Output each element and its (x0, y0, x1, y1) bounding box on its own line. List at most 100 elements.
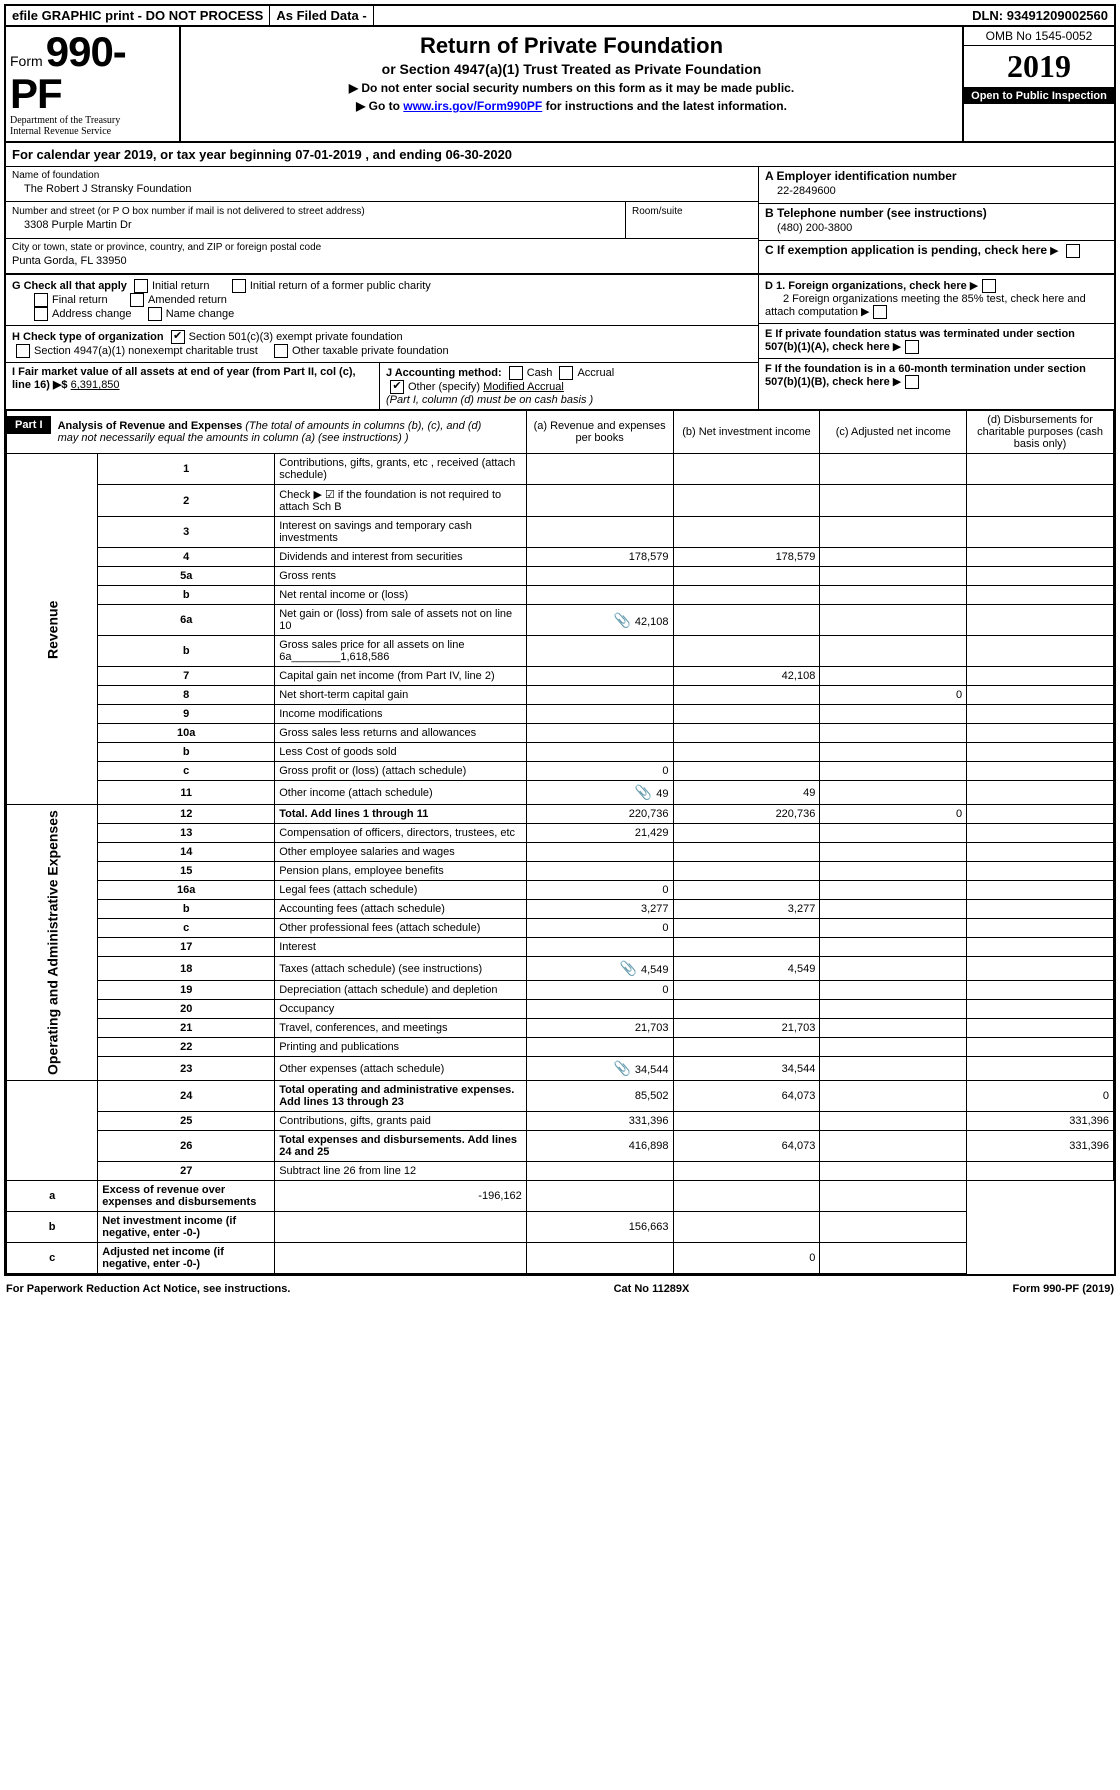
row-number: 7 (98, 667, 275, 686)
row-number: c (98, 919, 275, 938)
info-right: A Employer identification number 22-2849… (758, 167, 1114, 273)
cell-d (967, 705, 1114, 724)
g-initial-cb[interactable] (134, 279, 148, 293)
cell-a (526, 667, 673, 686)
cell-a (526, 517, 673, 548)
note-goto-pre: ▶ Go to (356, 99, 403, 113)
row-number: 14 (98, 843, 275, 862)
cell-a (526, 938, 673, 957)
form-number: 990-PF (10, 28, 126, 117)
table-row: 25Contributions, gifts, grants paid331,3… (7, 1112, 1114, 1131)
g-name-cb[interactable] (148, 307, 162, 321)
arrow-icon: ▶ (893, 341, 901, 353)
h-other-cb[interactable] (274, 344, 288, 358)
row-number: 5a (98, 567, 275, 586)
cell-d: 331,396 (967, 1131, 1114, 1162)
e-cell: E If private foundation status was termi… (759, 324, 1114, 359)
cell-d (967, 724, 1114, 743)
g-addr-cb[interactable] (34, 307, 48, 321)
f-cb[interactable] (905, 375, 919, 389)
g-amended-cb[interactable] (130, 293, 144, 307)
cell-a (526, 586, 673, 605)
table-row: 7Capital gain net income (from Part IV, … (7, 667, 1114, 686)
cell-a (526, 1000, 673, 1019)
e-cb[interactable] (905, 340, 919, 354)
table-row: 8Net short-term capital gain0 (7, 686, 1114, 705)
j-cash-cb[interactable] (509, 366, 523, 380)
row-number: 27 (98, 1162, 275, 1181)
table-row: 2Check ▶ ☑ if the foundation is not requ… (7, 485, 1114, 517)
calendar-year-row: For calendar year 2019, or tax year begi… (6, 143, 1114, 167)
table-row: 5aGross rents (7, 567, 1114, 586)
cell-b (673, 686, 820, 705)
h-4947-cb[interactable] (16, 344, 30, 358)
row-number: b (7, 1212, 98, 1243)
table-row: 14Other employee salaries and wages (7, 843, 1114, 862)
form-subtitle: or Section 4947(a)(1) Trust Treated as P… (187, 61, 956, 77)
table-row: cGross profit or (loss) (attach schedule… (7, 762, 1114, 781)
d2-cb[interactable] (873, 305, 887, 319)
cell-a (526, 862, 673, 881)
cell-c (820, 485, 967, 517)
cell-a: 21,703 (526, 1019, 673, 1038)
irs-link[interactable]: www.irs.gov/Form990PF (403, 99, 542, 113)
e-label: E If private foundation status was termi… (765, 328, 1075, 353)
table-row: cAdjusted net income (if negative, enter… (7, 1243, 1114, 1274)
part1-headline: Analysis of Revenue and Expenses (58, 420, 243, 432)
cell-d (967, 1038, 1114, 1057)
cell-b (673, 724, 820, 743)
table-row: 4Dividends and interest from securities1… (7, 548, 1114, 567)
j-accrual-cb[interactable] (559, 366, 573, 380)
cell-a (526, 485, 673, 517)
table-row: 26Total expenses and disbursements. Add … (7, 1131, 1114, 1162)
row-label: Taxes (attach schedule) (see instruction… (275, 957, 527, 981)
g-row: G Check all that apply Initial return In… (6, 275, 758, 326)
attachment-icon: 📎 (635, 784, 652, 801)
cell-b: 220,736 (673, 805, 820, 824)
row-number: 3 (98, 517, 275, 548)
j-note: (Part I, column (d) must be on cash basi… (386, 394, 593, 406)
cell-a: 85,502 (526, 1081, 673, 1112)
cell-c (820, 743, 967, 762)
col-d-header: (d) Disbursements for charitable purpose… (967, 411, 1114, 454)
cell-d (967, 862, 1114, 881)
part1-table: Part I Analysis of Revenue and Expenses … (6, 410, 1114, 1274)
h-501-cb[interactable] (171, 330, 185, 344)
j-other-cb[interactable] (390, 380, 404, 394)
footer-left: For Paperwork Reduction Act Notice, see … (6, 1283, 290, 1295)
note-goto: ▶ Go to www.irs.gov/Form990PF for instru… (187, 99, 956, 113)
cell-d (967, 667, 1114, 686)
row-label: Pension plans, employee benefits (275, 862, 527, 881)
cell-a (526, 454, 673, 485)
g-initial-fmr: Initial return of a former public charit… (250, 280, 431, 292)
c-checkbox[interactable] (1066, 244, 1080, 258)
cell-c (820, 724, 967, 743)
foundation-address: 3308 Purple Martin Dr (12, 217, 619, 235)
cell-a (275, 1212, 527, 1243)
ein-label: A Employer identification number (765, 169, 957, 183)
g-initial-fmr-cb[interactable] (232, 279, 246, 293)
cell-c (820, 981, 967, 1000)
cell-d (820, 1212, 967, 1243)
cell-d (967, 636, 1114, 667)
row-label: Total expenses and disbursements. Add li… (275, 1131, 527, 1162)
cell-d: 331,396 (967, 1112, 1114, 1131)
cell-b (673, 485, 820, 517)
cell-b: 64,073 (673, 1131, 820, 1162)
attachment-icon: 📎 (620, 960, 637, 977)
cell-c (820, 900, 967, 919)
row-label: Other professional fees (attach schedule… (275, 919, 527, 938)
cell-a: 0 (526, 919, 673, 938)
row-label: Interest on savings and temporary cash i… (275, 517, 527, 548)
row-label: Printing and publications (275, 1038, 527, 1057)
cell-a: 220,736 (526, 805, 673, 824)
row-label: Legal fees (attach schedule) (275, 881, 527, 900)
d1-cb[interactable] (982, 279, 996, 293)
h-501: Section 501(c)(3) exempt private foundat… (189, 331, 403, 343)
g-final-cb[interactable] (34, 293, 48, 307)
cell-d (967, 1000, 1114, 1019)
cell-b (673, 454, 820, 485)
arrow-icon: ▶ (1050, 245, 1058, 257)
right-col: OMB No 1545-0052 2019 Open to Public Ins… (962, 27, 1114, 141)
cell-b (526, 1243, 673, 1274)
